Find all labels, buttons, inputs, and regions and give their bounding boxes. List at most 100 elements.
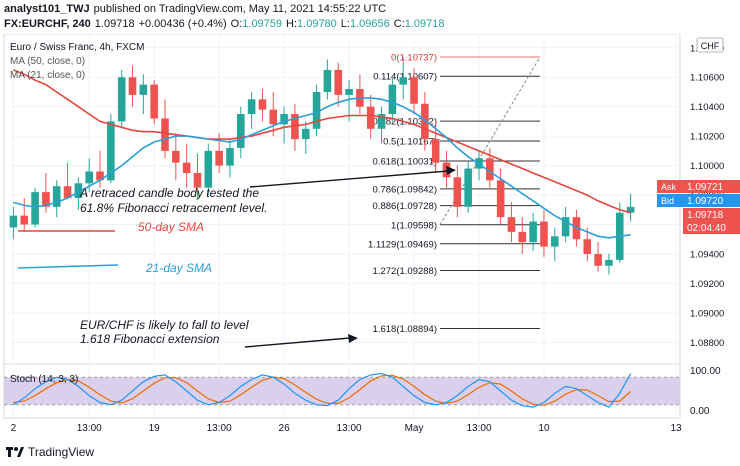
tradingview-logo-icon: [6, 447, 24, 457]
price-change: +0.00436 (+0.4%): [138, 18, 227, 30]
time-axis[interactable]: 2 13:00 19 13:00 26 13:00 May 13:00 10 13: [11, 423, 682, 434]
legend-ma50: MA (50, close, 0): [10, 56, 85, 67]
sma21-line: [13, 97, 631, 239]
last-price: 1.09718: [94, 18, 135, 30]
candle-body: [421, 103, 429, 140]
high-label: H:: [286, 18, 298, 30]
candle-body: [226, 147, 234, 166]
price-tick-label: 1.10600: [690, 73, 724, 84]
candle-body: [42, 192, 50, 207]
annotation-sma21: 21-day SMA: [145, 261, 212, 275]
bar-countdown: 02:04:40: [687, 223, 726, 234]
fall-arrow-head: [348, 334, 358, 343]
price-tick-label: 1.09200: [690, 279, 724, 290]
currency-box[interactable]: [696, 37, 724, 53]
annotation-fall-2: 1.618 Fibonacci extension: [80, 332, 220, 346]
currency-label: CHF: [701, 41, 720, 51]
chart-header: analyst101_TWJ published on TradingView.c…: [0, 0, 740, 34]
candle-body: [128, 77, 137, 95]
candle-body: [182, 162, 191, 173]
stoch-label: Stoch (14, 3, 3): [10, 374, 78, 385]
candle-body: [301, 128, 310, 140]
bid-price-box: [683, 194, 740, 207]
fib-level-label: 0.618(1.10031): [373, 157, 437, 168]
candle-body: [280, 114, 288, 125]
candle-body: [193, 172, 202, 188]
candle-body: [529, 221, 537, 243]
fib-level-label: 0.886(1.09728): [373, 201, 437, 212]
annotation-fall-1: EUR/CHF is likely to fall to level: [80, 318, 249, 332]
open-label: O:: [230, 18, 243, 30]
price-tick-label: 1.10000: [690, 161, 724, 172]
bid-tag-label: Bid: [661, 196, 674, 206]
fall-arrow: [244, 337, 351, 348]
sma50-line: [13, 69, 631, 214]
price-tick-label: 1.10200: [690, 132, 724, 143]
ask-tag-label: Ask: [661, 182, 677, 192]
time-tick-label: 13:00: [337, 423, 362, 434]
price-tick-label: 1.09000: [690, 308, 724, 319]
candle-body: [247, 99, 256, 115]
candle-body: [496, 180, 505, 218]
price-chart[interactable]: 0(1.10737)0.114(1.10607)0.382(1.10302)0.…: [0, 34, 740, 440]
candle-body: [486, 158, 494, 181]
bid-tag: [657, 194, 683, 207]
tradingview-brand[interactable]: TradingView: [28, 445, 95, 459]
author-name[interactable]: analyst101_TWJ: [4, 3, 90, 15]
candle-body: [258, 99, 267, 110]
stoch-tick-0: 0.00: [690, 406, 710, 417]
legend-ma21: MA (21, close, 0): [10, 70, 85, 81]
ask-tag: [657, 180, 683, 193]
close-value: 1.09718: [404, 18, 445, 30]
stoch-tick-100: 100.00: [690, 366, 721, 377]
retrace-arrow: [249, 170, 449, 188]
high-value: 1.09780: [297, 18, 337, 30]
candle-body: [96, 171, 104, 181]
candle-body: [551, 236, 559, 247]
time-tick-label: 13:00: [466, 423, 491, 434]
publish-info: published on TradingView.com, May 11, 20…: [93, 3, 387, 15]
candle-body: [410, 77, 418, 104]
candle-body: [464, 168, 472, 207]
candle-body: [172, 150, 180, 163]
last-price-tag: 1.09718: [687, 210, 724, 221]
candle-body: [453, 177, 462, 207]
candle-body: [507, 217, 516, 232]
candle-body: [594, 253, 602, 266]
candle-body: [561, 217, 570, 237]
candle-body: [85, 171, 93, 184]
candle-body: [107, 121, 115, 181]
time-tick-label: 2: [11, 423, 17, 434]
candle-body: [388, 84, 397, 115]
fib-level-label: 1.1129(1.09469): [368, 239, 437, 250]
ask-price-box: [683, 180, 740, 193]
price-tick-label: 1.09400: [690, 249, 724, 260]
candle-body: [20, 215, 29, 225]
annotation-retrace-1: A retraced candle body tested the: [79, 186, 259, 200]
low-value: 1.09656: [349, 18, 390, 30]
time-tick-label: 19: [149, 423, 161, 434]
candle-body: [9, 215, 18, 228]
candle-body: [366, 106, 375, 129]
time-tick-label: 26: [279, 423, 291, 434]
stoch-lines: [4, 372, 680, 408]
symbol-label: FX:EURCHF, 240: [4, 18, 91, 30]
fib-level-label: 1.618(1.08894): [373, 324, 437, 335]
candle-body: [215, 150, 223, 166]
open-value: 1.09759: [242, 18, 283, 30]
time-tick-label: May: [405, 423, 424, 434]
price-tick-label: 1.10400: [690, 102, 724, 113]
candle-body: [626, 206, 635, 213]
candle-body: [431, 139, 440, 163]
candle-body: [237, 114, 245, 148]
candle-body: [377, 114, 386, 129]
close-label: C:: [393, 18, 405, 30]
candle-body: [117, 77, 126, 122]
candle-body: [269, 109, 278, 125]
candle-body: [150, 84, 158, 119]
price-tick-label: 1.08800: [690, 338, 724, 349]
last-price-box: [683, 208, 740, 234]
candle-body: [518, 231, 527, 243]
candle-body: [583, 239, 592, 254]
candle-body: [161, 118, 169, 151]
